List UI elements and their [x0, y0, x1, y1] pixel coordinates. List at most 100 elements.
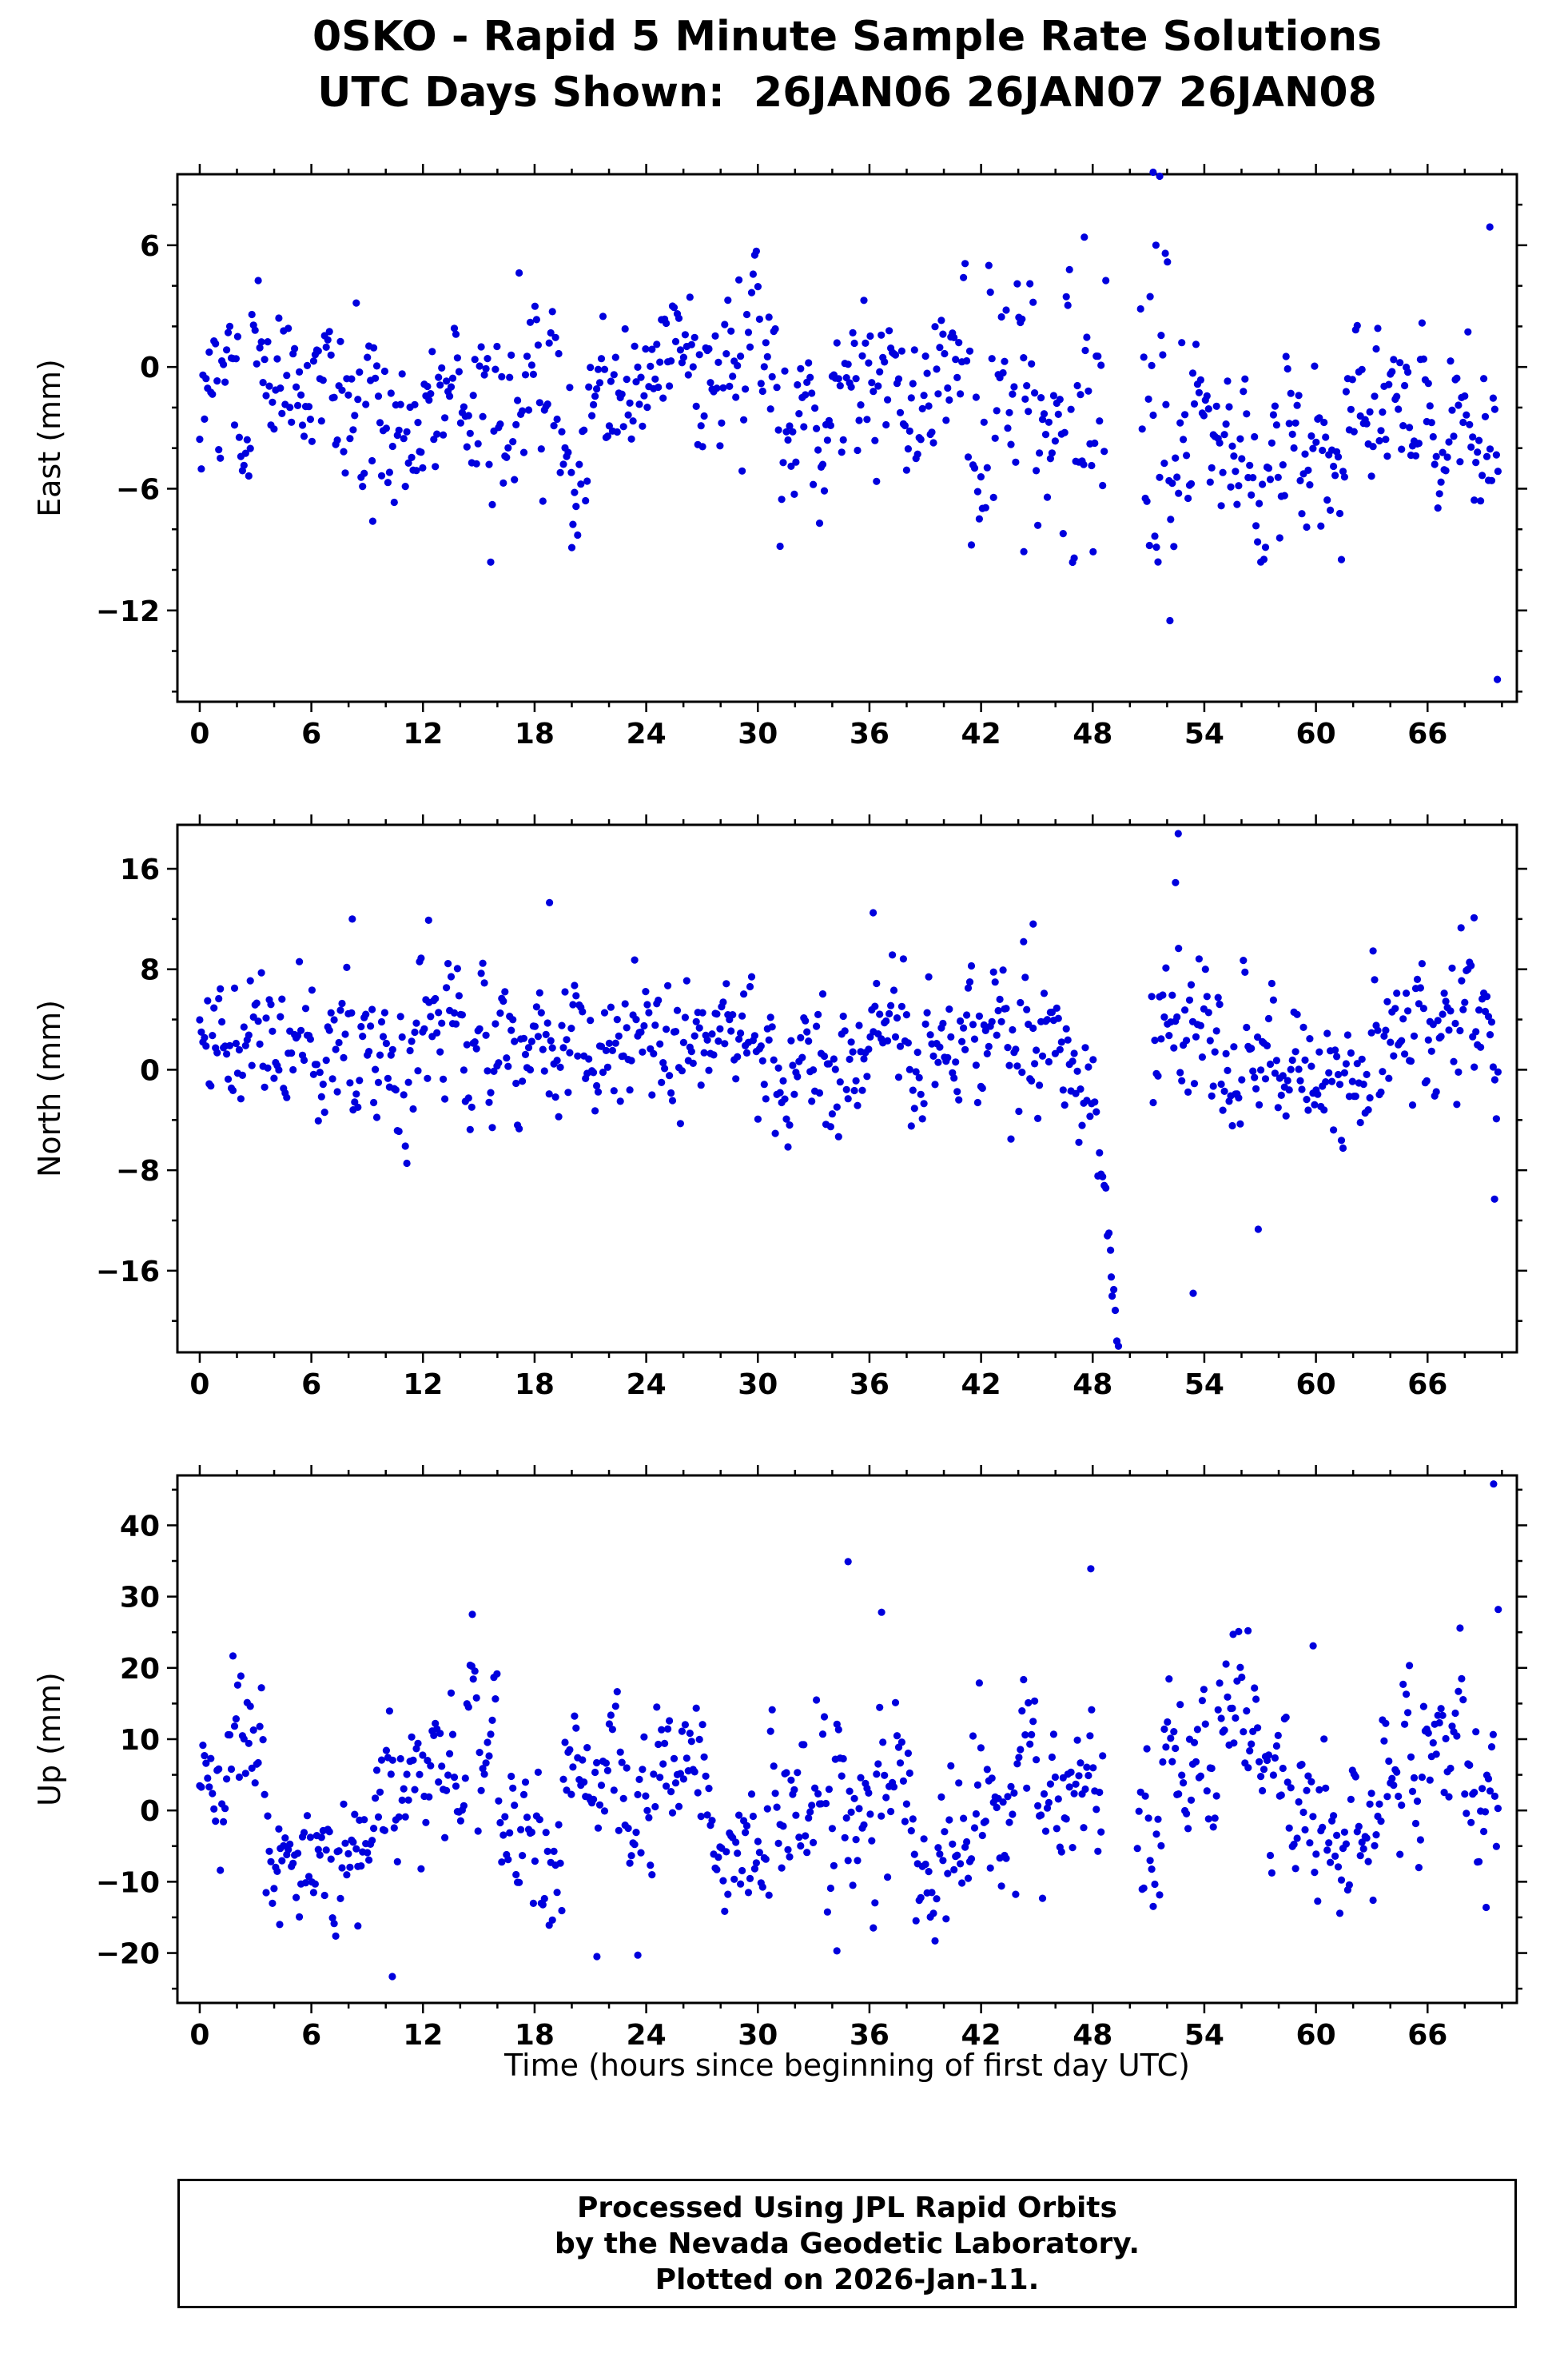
data-point — [947, 1033, 955, 1041]
data-point — [1225, 403, 1233, 411]
data-point — [1448, 406, 1456, 414]
data-point — [737, 1880, 745, 1888]
data-point — [447, 1689, 456, 1697]
data-point — [1222, 1049, 1230, 1057]
data-point — [1413, 975, 1422, 983]
data-point — [909, 1815, 917, 1823]
data-point — [325, 1026, 333, 1034]
data-point — [388, 442, 396, 451]
data-point — [1175, 1790, 1183, 1798]
data-point — [1064, 301, 1072, 309]
data-point — [1303, 523, 1311, 532]
data-point — [1348, 376, 1356, 384]
data-point — [1379, 1068, 1387, 1076]
data-point — [676, 346, 685, 354]
data-point — [719, 998, 727, 1006]
data-point — [993, 407, 1001, 415]
data-point — [224, 1075, 233, 1083]
data-point — [396, 1754, 404, 1763]
data-point — [306, 1833, 314, 1841]
data-point — [412, 467, 420, 475]
data-point — [1435, 490, 1443, 498]
data-point — [991, 434, 999, 442]
data-point — [913, 450, 921, 458]
data-point — [618, 390, 626, 398]
data-point — [368, 1005, 376, 1013]
data-point — [857, 1774, 865, 1782]
data-point — [1464, 328, 1472, 336]
data-point — [507, 1026, 515, 1034]
data-point — [1010, 1789, 1018, 1797]
data-point — [1291, 1865, 1299, 1873]
data-point — [953, 1088, 961, 1096]
data-point — [602, 1759, 611, 1767]
data-point — [1304, 1772, 1312, 1780]
data-point — [582, 496, 590, 505]
data-point — [297, 1026, 305, 1034]
data-point — [1017, 998, 1025, 1007]
data-point — [1404, 368, 1412, 376]
data-point — [774, 1064, 782, 1072]
data-point — [430, 1731, 438, 1739]
data-point — [850, 1086, 858, 1095]
data-point — [747, 289, 756, 297]
data-point — [563, 1786, 571, 1794]
data-point — [1403, 989, 1411, 997]
data-point — [1028, 1730, 1036, 1738]
data-point — [1333, 1831, 1341, 1839]
data-point — [647, 1861, 655, 1869]
data-point-outlier — [1494, 1606, 1502, 1614]
data-point — [931, 323, 939, 331]
data-point — [328, 1075, 336, 1083]
data-point — [847, 1808, 855, 1816]
data-point — [838, 448, 846, 456]
data-point — [251, 326, 259, 334]
data-point-outlier — [593, 1953, 601, 1961]
data-point — [1148, 361, 1156, 369]
data-point — [690, 1032, 698, 1040]
data-point — [1036, 1081, 1044, 1089]
data-point — [427, 1013, 435, 1021]
data-point-outlier — [1486, 223, 1494, 231]
data-point — [850, 339, 858, 348]
data-point — [994, 1006, 1002, 1015]
data-point — [436, 1048, 444, 1056]
data-point — [632, 378, 640, 386]
data-point — [1238, 455, 1246, 463]
data-point — [1472, 1728, 1480, 1736]
data-point — [385, 1707, 393, 1715]
data-point — [1435, 1718, 1443, 1727]
data-point — [985, 261, 993, 269]
data-point — [300, 1056, 308, 1065]
data-point — [642, 1792, 650, 1800]
x-tick-label: 66 — [1407, 718, 1447, 750]
data-point — [613, 1016, 621, 1024]
data-point — [967, 1855, 976, 1863]
data-point — [1366, 1094, 1374, 1102]
data-point — [734, 1053, 742, 1061]
data-point — [1380, 1032, 1388, 1040]
data-point — [569, 1763, 577, 1771]
data-point — [1200, 412, 1208, 420]
data-point — [1266, 1851, 1275, 1860]
data-point — [1070, 1790, 1078, 1798]
data-point — [1133, 1845, 1141, 1853]
data-point — [368, 456, 376, 465]
data-point — [257, 969, 265, 977]
x-tick-label: 42 — [961, 2019, 1001, 2052]
data-point — [944, 1869, 952, 1877]
data-point — [425, 1793, 433, 1801]
data-point — [1383, 997, 1391, 1005]
data-point — [802, 1832, 810, 1840]
data-point — [1228, 442, 1236, 450]
data-point — [910, 346, 918, 354]
data-point — [1180, 436, 1188, 444]
data-point — [1034, 1114, 1042, 1122]
data-point — [196, 1016, 204, 1024]
data-point — [849, 1881, 857, 1889]
data-point — [926, 1031, 934, 1039]
data-point — [855, 1805, 863, 1813]
data-point — [624, 411, 632, 419]
data-point — [491, 365, 499, 373]
data-point — [957, 390, 965, 398]
